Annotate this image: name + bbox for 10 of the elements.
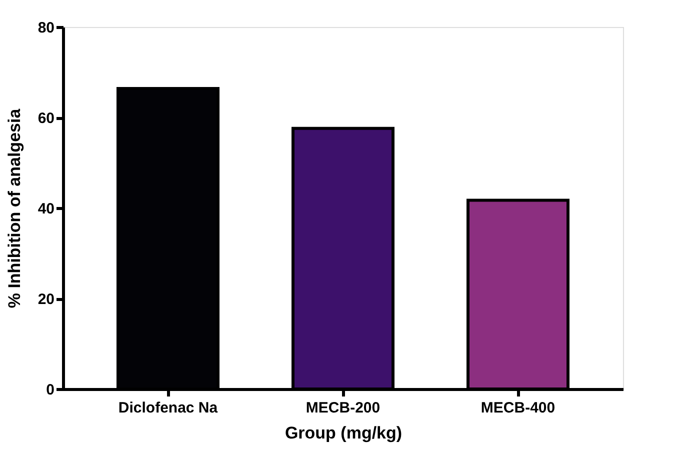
x-tick-label: Diclofenac Na <box>118 400 218 416</box>
y-tick-label: 0 <box>46 382 54 398</box>
y-tick-label: 80 <box>38 20 54 36</box>
x-tick-label: MECB-200 <box>306 400 380 416</box>
x-axis-title: Group (mg/kg) <box>284 424 402 442</box>
y-tick-label: 40 <box>38 200 54 218</box>
y-tick-label: 60 <box>38 110 54 127</box>
x-tick-label: MECB-400 <box>480 400 556 416</box>
y-axis-title: % Inhibition of analgesia <box>4 108 24 308</box>
y-tick-label: 20 <box>38 291 54 308</box>
